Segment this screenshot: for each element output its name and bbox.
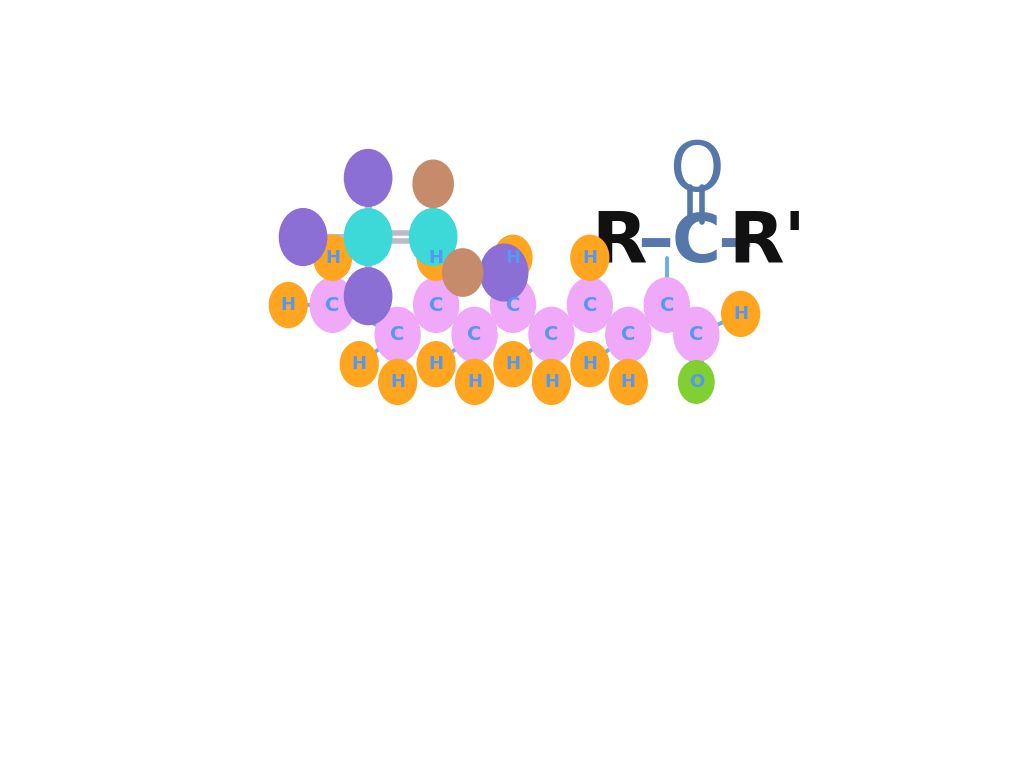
Ellipse shape: [679, 361, 714, 403]
Ellipse shape: [340, 342, 378, 386]
Text: H: H: [583, 355, 597, 373]
Ellipse shape: [529, 307, 573, 362]
Text: H: H: [506, 249, 520, 266]
Ellipse shape: [494, 342, 531, 386]
Text: H: H: [467, 373, 482, 391]
Ellipse shape: [379, 359, 417, 405]
Text: H: H: [583, 249, 597, 266]
Text: C: C: [326, 296, 340, 315]
Text: H: H: [390, 373, 406, 391]
Text: C: C: [390, 325, 404, 344]
Ellipse shape: [410, 209, 457, 266]
Text: –: –: [637, 208, 673, 277]
Ellipse shape: [644, 278, 689, 333]
Text: O: O: [669, 138, 724, 206]
Ellipse shape: [452, 307, 497, 362]
Ellipse shape: [344, 150, 392, 207]
Text: H: H: [429, 355, 443, 373]
Ellipse shape: [269, 283, 307, 327]
Text: H: H: [621, 373, 636, 391]
Ellipse shape: [417, 235, 455, 280]
Text: H: H: [544, 373, 559, 391]
Ellipse shape: [722, 291, 760, 336]
Text: C: C: [689, 325, 703, 344]
Text: R: R: [592, 208, 647, 277]
Text: O: O: [689, 373, 703, 391]
Text: –: –: [717, 208, 753, 277]
Text: H: H: [325, 249, 340, 266]
Ellipse shape: [344, 209, 392, 266]
Text: C: C: [672, 210, 721, 276]
Text: C: C: [544, 325, 559, 344]
Text: H: H: [506, 355, 520, 373]
Ellipse shape: [413, 161, 454, 207]
Ellipse shape: [494, 235, 531, 280]
Ellipse shape: [571, 342, 609, 386]
Ellipse shape: [480, 244, 527, 301]
Ellipse shape: [609, 359, 647, 405]
Text: H: H: [281, 296, 296, 314]
Ellipse shape: [375, 307, 420, 362]
Ellipse shape: [490, 278, 536, 333]
Ellipse shape: [417, 342, 455, 386]
Ellipse shape: [414, 278, 459, 333]
Ellipse shape: [456, 359, 494, 405]
Ellipse shape: [344, 268, 392, 325]
Text: C: C: [467, 325, 481, 344]
Text: C: C: [583, 296, 597, 315]
Ellipse shape: [442, 249, 482, 296]
Text: C: C: [506, 296, 520, 315]
Text: H: H: [351, 355, 367, 373]
Ellipse shape: [567, 278, 612, 333]
Text: C: C: [429, 296, 443, 315]
Ellipse shape: [571, 235, 609, 280]
Text: H: H: [429, 249, 443, 266]
Text: C: C: [622, 325, 636, 344]
Text: R': R': [728, 208, 806, 277]
Ellipse shape: [280, 209, 327, 266]
Text: H: H: [733, 305, 749, 323]
Ellipse shape: [310, 278, 355, 333]
Ellipse shape: [532, 359, 570, 405]
Ellipse shape: [606, 307, 651, 362]
Ellipse shape: [313, 235, 351, 280]
Text: C: C: [659, 296, 674, 315]
Ellipse shape: [674, 307, 719, 362]
